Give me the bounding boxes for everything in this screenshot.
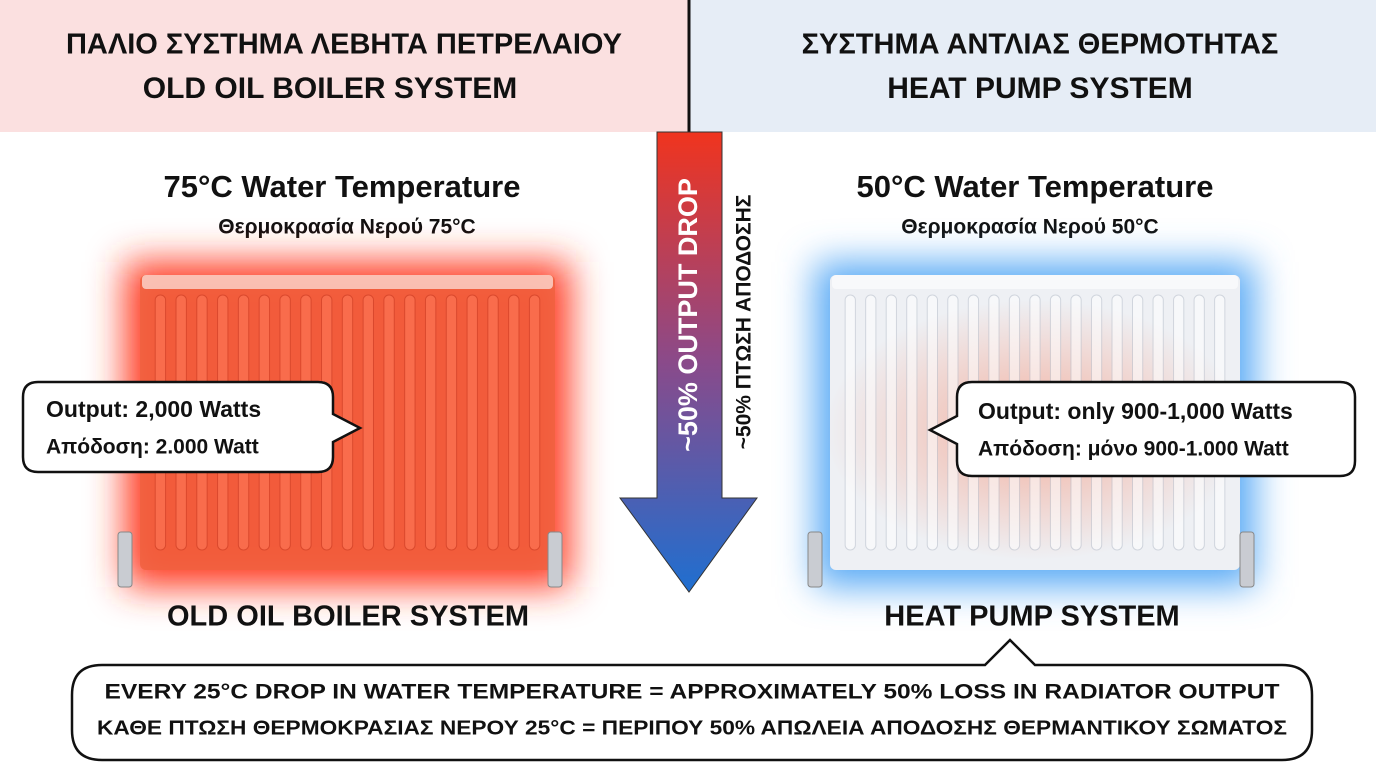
header-greek: ΠΑΛΙΟ ΣΥΣΤΗΜΑ ΛΕΒΗΤΑ ΠΕΤΡΕΛΑΙΟΥ bbox=[66, 29, 622, 61]
radiator-fin bbox=[508, 294, 520, 551]
radiator-fin bbox=[528, 294, 541, 551]
header-greek: ΣΥΣΤΗΜΑ ΑΝΤΛΙΑΣ ΘΕΡΜΟΤΗΤΑΣ bbox=[802, 29, 1279, 61]
valve bbox=[117, 531, 133, 588]
radiator-fin bbox=[466, 294, 478, 551]
output: Output: 2,000 Watts bbox=[46, 396, 261, 422]
temperature-greek: Θερμοκρασία Νερού 50°C bbox=[901, 216, 1158, 239]
callout bbox=[21, 380, 363, 474]
right-header-bg bbox=[689, 0, 1376, 132]
header-english: HEAT PUMP SYSTEM bbox=[887, 72, 1193, 105]
valve bbox=[1239, 531, 1255, 588]
arrow-label: ~50% OUTPUT DROP bbox=[673, 178, 703, 452]
caption: HEAT PUMP SYSTEM bbox=[884, 601, 1179, 633]
temperature-greek: Θερμοκρασία Νερού 75°C bbox=[218, 216, 475, 239]
radiator-fin bbox=[865, 294, 877, 551]
arrow-label-greek: ~50% ΠΤΩΣΗ ΑΠΟΔΟΣΗΣ bbox=[733, 195, 756, 450]
radiator-top bbox=[142, 275, 553, 289]
radiator-fin bbox=[404, 294, 416, 551]
radiator-fin bbox=[906, 294, 918, 551]
drop-arrow bbox=[619, 131, 758, 593]
output: Output: only 900-1,000 Watts bbox=[978, 398, 1293, 424]
footer-box bbox=[70, 638, 1314, 762]
radiator-fin bbox=[844, 294, 856, 551]
callout bbox=[927, 380, 1357, 478]
radiator-fin bbox=[362, 294, 374, 551]
footer-greek: ΚΑΘΕ ΠΤΩΣΗ ΘΕΡΜΟΚΡΑΣΙΑΣ ΝΕΡΟΥ 25°C = ΠΕΡ… bbox=[97, 717, 1287, 739]
output-greek: Απόδοση: 2.000 Watt bbox=[46, 436, 259, 459]
radiator-fin bbox=[885, 294, 897, 551]
radiator-fin bbox=[487, 294, 499, 551]
radiator-fin bbox=[383, 294, 395, 551]
footer-english: EVERY 25°C DROP IN WATER TEMPERATURE = A… bbox=[105, 681, 1280, 704]
caption: OLD OIL BOILER SYSTEM bbox=[167, 601, 529, 633]
radiator-fin bbox=[926, 294, 938, 551]
header-english: OLD OIL BOILER SYSTEM bbox=[143, 72, 517, 105]
temperature: 50°C Water Temperature bbox=[857, 169, 1214, 204]
radiator-top bbox=[832, 275, 1238, 289]
left-header-bg bbox=[0, 0, 689, 132]
output-greek: Απόδοση: μόνο 900-1.000 Watt bbox=[978, 438, 1289, 461]
valve bbox=[547, 531, 563, 588]
radiator-fin bbox=[445, 294, 458, 551]
radiator-fin bbox=[424, 294, 437, 551]
valve bbox=[807, 531, 823, 588]
temperature: 75°C Water Temperature bbox=[164, 169, 521, 204]
